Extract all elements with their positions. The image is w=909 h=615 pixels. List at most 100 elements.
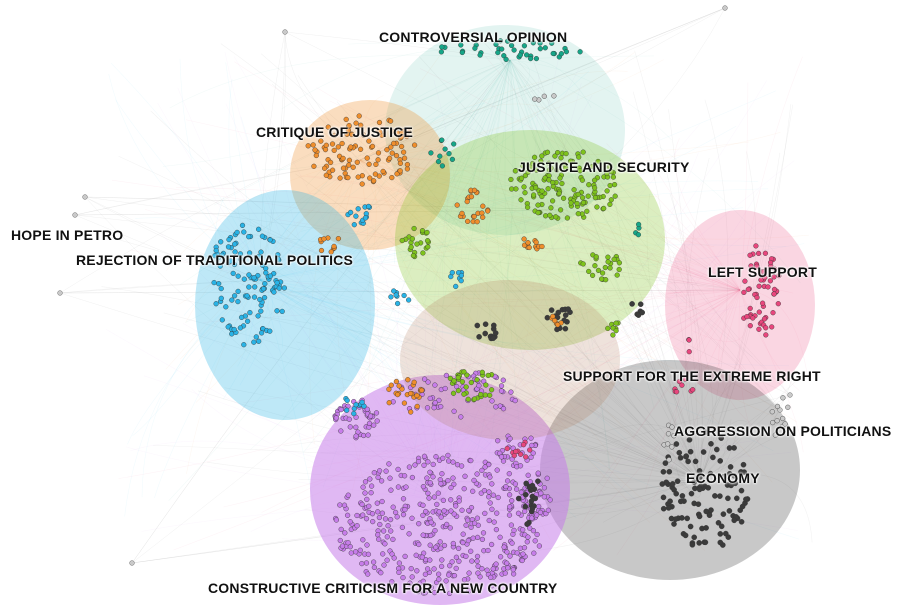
node-justice [610, 332, 616, 338]
node-justice [409, 236, 416, 242]
blob-critique [290, 100, 450, 250]
node-constructive [420, 502, 426, 508]
node-constructive [476, 383, 482, 389]
node-justice [420, 250, 426, 256]
node-constructive [497, 534, 503, 540]
node-critique [375, 150, 382, 156]
node-constructive [400, 574, 406, 581]
node-critique [412, 142, 418, 148]
node-rejection [253, 334, 259, 340]
node-rejection [237, 325, 244, 331]
node-constructive [364, 542, 370, 548]
node-economy [524, 521, 530, 527]
edge [301, 59, 511, 232]
node-left [776, 273, 782, 279]
node-economy [492, 330, 499, 336]
edge [509, 59, 530, 89]
node-left [686, 349, 692, 355]
node-economy [740, 461, 747, 468]
node-justice [579, 195, 586, 201]
node-constructive [529, 515, 535, 521]
node-constructive [338, 428, 344, 434]
node-constructive [541, 494, 547, 500]
node-critique [346, 157, 353, 163]
node-left [755, 250, 762, 257]
node-critique [471, 213, 477, 220]
edge [674, 138, 741, 291]
edge [699, 437, 775, 481]
node-justice [479, 369, 485, 375]
node-constructive [438, 514, 444, 520]
node-constructive [342, 530, 348, 536]
node-justice [548, 165, 554, 171]
node-constructive [468, 548, 474, 554]
node-justice [554, 167, 560, 173]
edge [669, 193, 703, 481]
edge [404, 246, 741, 291]
node-constructive [409, 515, 415, 521]
node-economy [682, 532, 689, 539]
edge [259, 279, 635, 448]
edge [359, 159, 377, 293]
node-peripheral [782, 421, 788, 427]
node-constructive [524, 539, 530, 545]
node-economy [738, 519, 745, 525]
node-rejection [344, 397, 350, 404]
node-constructive [390, 504, 396, 510]
node-justice [410, 253, 417, 259]
node-rejection [267, 273, 274, 279]
node-constructive [439, 471, 445, 477]
node-left [682, 376, 689, 382]
edge [259, 279, 461, 396]
node-controversial [635, 232, 642, 238]
node-economy [667, 498, 673, 505]
node-rejection [259, 330, 265, 336]
node-justice [489, 387, 495, 393]
edge [650, 157, 741, 291]
node-rejection [453, 283, 459, 290]
node-controversial [533, 55, 540, 62]
node-peripheral [129, 560, 135, 566]
node-justice [414, 241, 420, 247]
node-economy [720, 511, 727, 517]
node-justice [586, 268, 592, 275]
node-constructive [348, 550, 354, 556]
node-left [504, 445, 510, 452]
node-constructive [495, 494, 501, 501]
node-constructive [541, 485, 548, 491]
node-critique [521, 236, 527, 242]
edge [485, 59, 513, 401]
node-constructive [498, 554, 504, 560]
node-justice [557, 175, 563, 181]
node-constructive [436, 509, 442, 515]
edge [131, 59, 511, 564]
node-critique [305, 143, 311, 149]
edge [259, 279, 509, 365]
node-critique [414, 403, 420, 410]
edge [169, 54, 511, 109]
node-rejection [213, 247, 219, 254]
node-constructive [487, 474, 493, 480]
node-constructive [525, 534, 531, 540]
node-constructive [440, 497, 447, 504]
edge [259, 168, 591, 281]
node-justice [522, 173, 529, 179]
edge [101, 286, 701, 481]
node-justice [521, 184, 527, 190]
label-rejection-of-traditional-politics: REJECTION OF TRADITIONAL POLITICS [76, 252, 354, 268]
node-critique [398, 134, 405, 140]
node-critique [405, 377, 411, 383]
node-rejection [275, 256, 281, 262]
node-constructive [498, 388, 505, 394]
edge [276, 219, 741, 291]
node-justice [471, 396, 478, 402]
node-constructive [507, 504, 513, 510]
edge [699, 425, 739, 481]
node-constructive [377, 521, 383, 528]
node-constructive [427, 542, 433, 548]
node-critique [310, 142, 316, 148]
node-constructive [509, 498, 515, 504]
node-critique [388, 382, 394, 388]
edge [131, 209, 561, 564]
edge [131, 59, 511, 564]
